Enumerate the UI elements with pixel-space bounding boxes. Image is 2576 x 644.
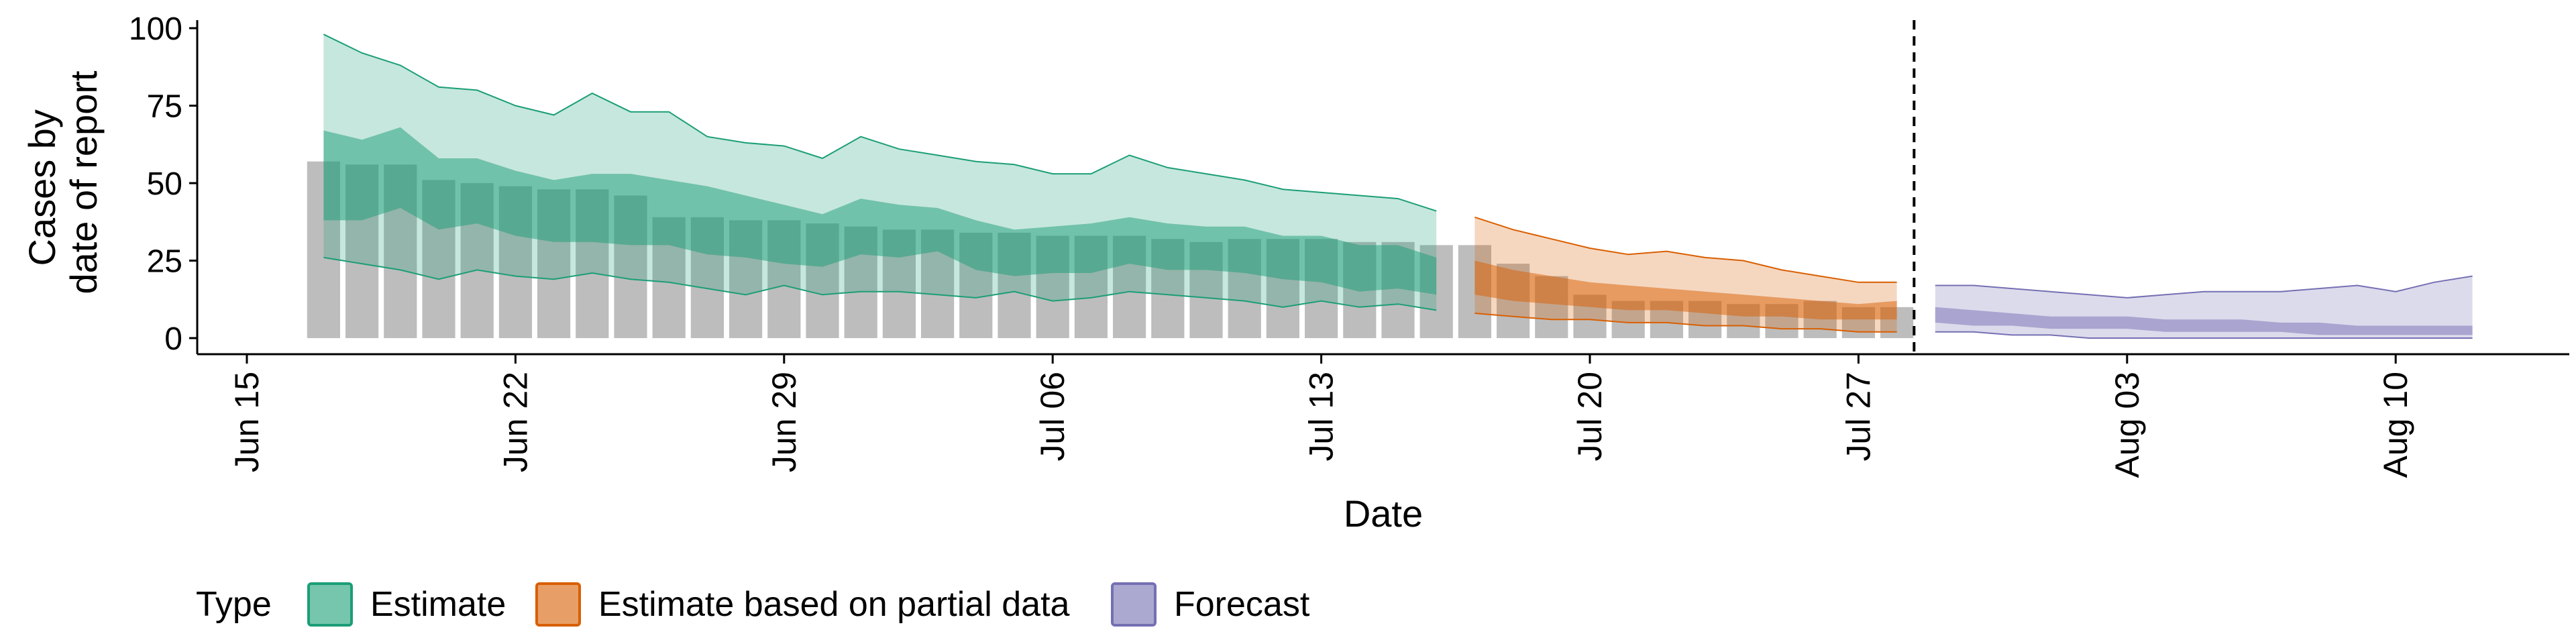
y-axis-title-line-2: date of report (62, 70, 105, 294)
axes (196, 20, 2569, 356)
estimate-bands (323, 34, 2473, 339)
forecast-band-50 (1935, 307, 2473, 335)
forecast-lower-line (1935, 331, 2473, 339)
x-tick-label: Jul 06 (1034, 372, 1071, 461)
x-tick-label: Aug 10 (2377, 372, 2414, 478)
legend-title: Type (196, 585, 272, 624)
x-tick-label: Jun 15 (228, 372, 266, 472)
estimate-band-50 (323, 127, 1437, 295)
estimate-lower-line (323, 256, 1437, 311)
x-tick-label: Jul 20 (1571, 372, 1609, 461)
x-tick-label: Jul 13 (1303, 372, 1340, 461)
legend: Type Estimate Estimate based on partial d… (196, 582, 1310, 627)
x-ticks: Jun 15 Jun 22 Jun 29 Jul 06 Jul 13 Jul 20 Jul … (228, 354, 2414, 478)
legend-swatch (535, 582, 581, 627)
partial-estimate-band-50 (1474, 260, 1897, 320)
y-tick-label: 50 (147, 166, 182, 202)
x-tick-label: Jun 22 (496, 372, 534, 472)
estimate-upper-line (323, 34, 1437, 212)
x-tick-label: Aug 03 (2108, 372, 2146, 478)
y-tick-label: 75 (147, 89, 182, 125)
partial-estimate-upper-line (1474, 216, 1897, 283)
y-tick-label: 0 (164, 321, 182, 357)
x-axis-title: Date (1344, 492, 1423, 535)
partial-estimate-lower-line (1474, 313, 1897, 333)
legend-label: Forecast (1174, 585, 1310, 624)
x-tick-label: Jun 29 (765, 372, 803, 472)
y-tick-label: 100 (129, 11, 182, 47)
legend-label: Estimate based on partial data (598, 585, 1070, 624)
y-axis-title: Cases by date of report (21, 70, 105, 294)
x-tick-label: Jul 27 (1839, 372, 1877, 461)
y-axis-title-line-1: Cases by (21, 109, 63, 266)
forecast-upper-line (1935, 275, 2473, 299)
legend-swatch (307, 582, 353, 627)
legend-swatch (1111, 582, 1157, 627)
legend-label: Estimate (370, 585, 506, 624)
y-tick-label: 25 (147, 244, 182, 280)
y-ticks: 0 25 50 75 100 (129, 11, 197, 357)
